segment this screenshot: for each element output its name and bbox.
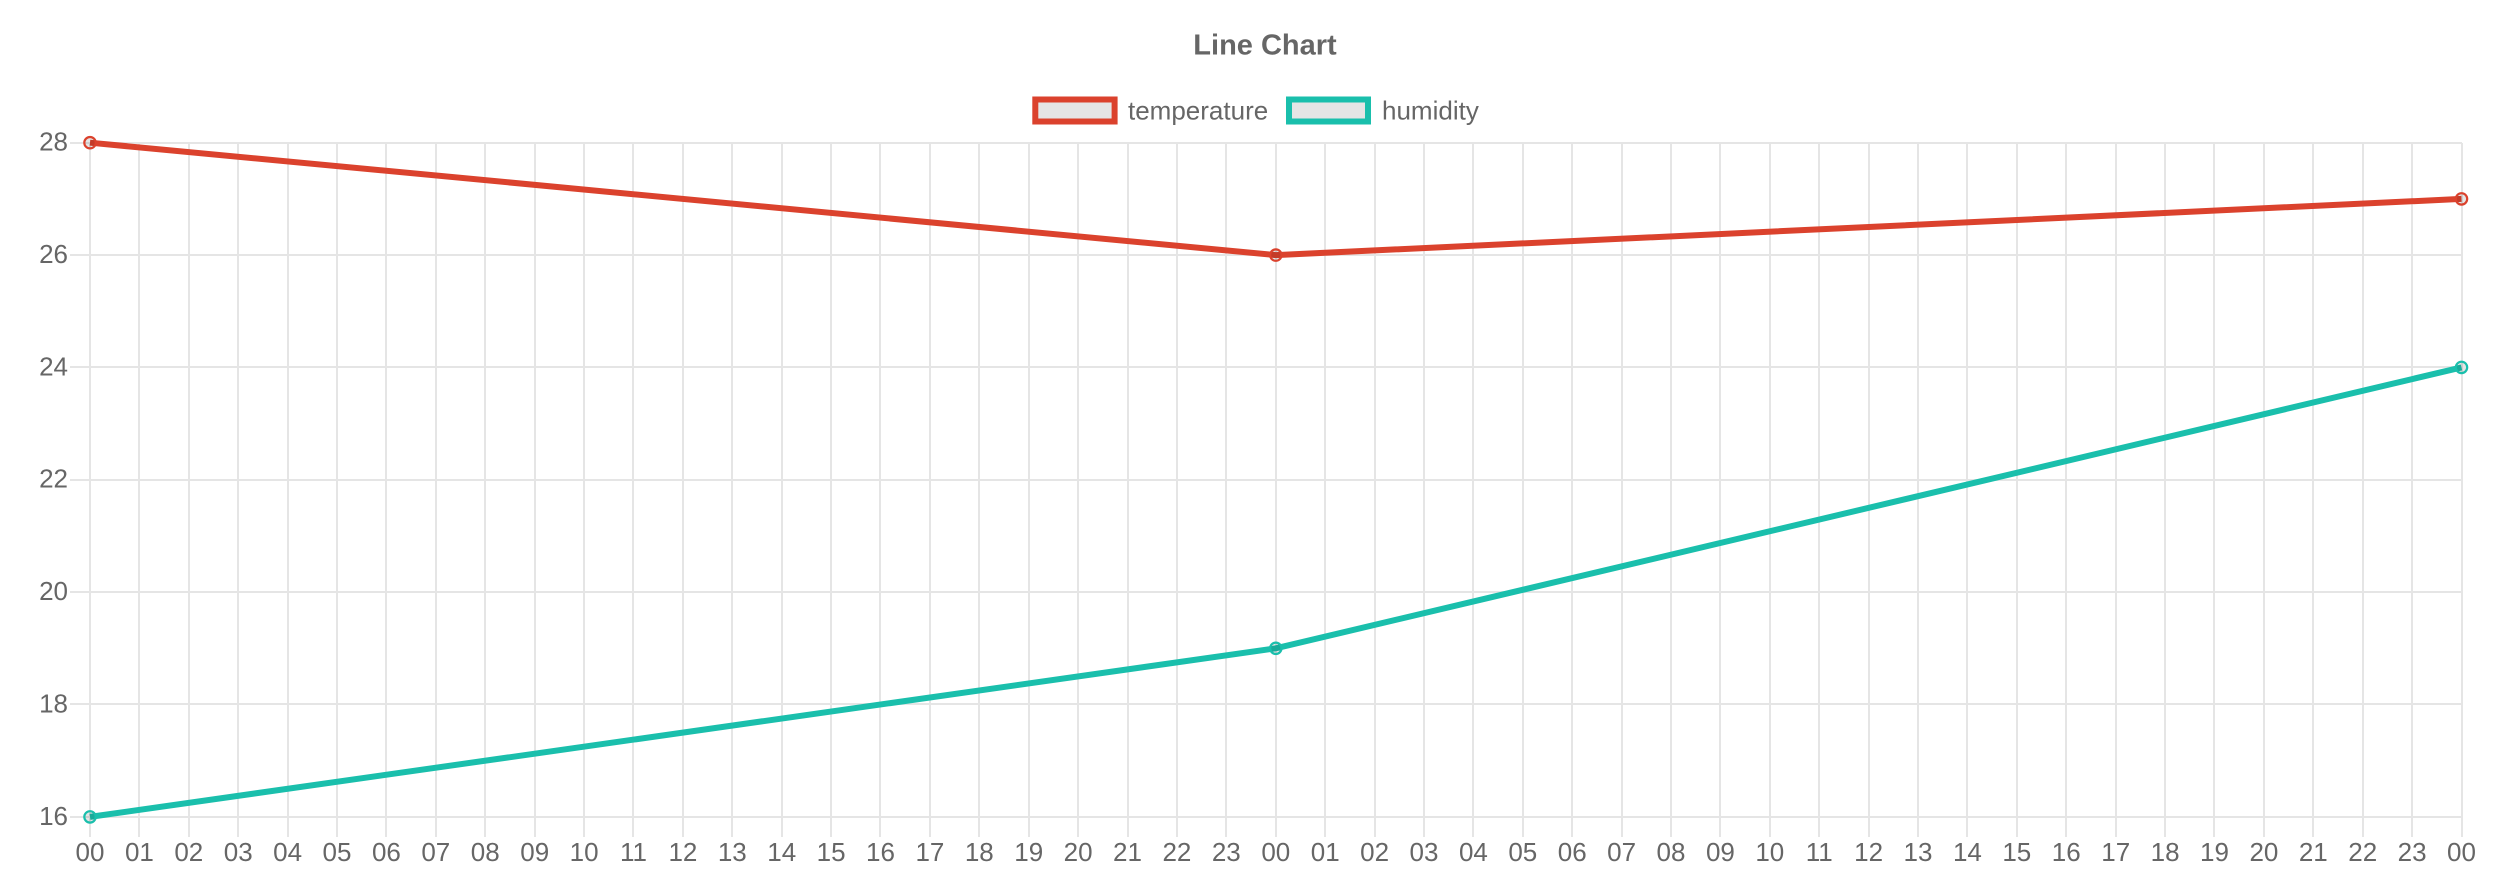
svg-text:16: 16 xyxy=(2052,837,2081,867)
svg-text:08: 08 xyxy=(471,837,500,867)
svg-text:02: 02 xyxy=(174,837,203,867)
svg-text:Line Chart: Line Chart xyxy=(1193,30,1337,62)
svg-text:15: 15 xyxy=(817,837,846,867)
svg-text:08: 08 xyxy=(1657,837,1686,867)
svg-text:23: 23 xyxy=(2398,837,2427,867)
svg-text:28: 28 xyxy=(39,127,68,157)
svg-text:18: 18 xyxy=(39,688,68,718)
svg-text:24: 24 xyxy=(39,351,68,381)
svg-text:07: 07 xyxy=(421,837,450,867)
svg-text:humidity: humidity xyxy=(1382,96,1479,126)
svg-text:22: 22 xyxy=(1162,837,1191,867)
svg-text:19: 19 xyxy=(2200,837,2229,867)
svg-text:04: 04 xyxy=(273,837,302,867)
svg-text:10: 10 xyxy=(1755,837,1784,867)
svg-text:21: 21 xyxy=(2299,837,2328,867)
svg-text:00: 00 xyxy=(2447,837,2476,867)
svg-text:06: 06 xyxy=(372,837,401,867)
svg-text:17: 17 xyxy=(915,837,944,867)
svg-text:05: 05 xyxy=(1508,837,1537,867)
svg-text:18: 18 xyxy=(2151,837,2180,867)
svg-text:20: 20 xyxy=(1064,837,1093,867)
svg-text:22: 22 xyxy=(2348,837,2377,867)
svg-text:01: 01 xyxy=(1311,837,1340,867)
svg-text:01: 01 xyxy=(125,837,154,867)
svg-text:14: 14 xyxy=(767,837,796,867)
svg-text:04: 04 xyxy=(1459,837,1488,867)
svg-text:11: 11 xyxy=(1806,837,1833,867)
svg-text:16: 16 xyxy=(39,801,68,831)
svg-text:02: 02 xyxy=(1360,837,1389,867)
svg-text:22: 22 xyxy=(39,464,68,494)
svg-text:18: 18 xyxy=(965,837,994,867)
svg-text:05: 05 xyxy=(323,837,352,867)
svg-text:03: 03 xyxy=(224,837,253,867)
svg-text:06: 06 xyxy=(1558,837,1587,867)
svg-text:15: 15 xyxy=(2002,837,2031,867)
svg-text:26: 26 xyxy=(39,239,68,269)
svg-text:03: 03 xyxy=(1410,837,1439,867)
svg-text:17: 17 xyxy=(2101,837,2130,867)
svg-text:09: 09 xyxy=(1706,837,1735,867)
svg-text:11: 11 xyxy=(620,837,647,867)
svg-text:20: 20 xyxy=(39,576,68,606)
svg-text:16: 16 xyxy=(866,837,895,867)
svg-text:12: 12 xyxy=(1854,837,1883,867)
svg-text:00: 00 xyxy=(1261,837,1290,867)
svg-text:temperature: temperature xyxy=(1128,96,1268,126)
svg-text:14: 14 xyxy=(1953,837,1982,867)
svg-text:07: 07 xyxy=(1607,837,1636,867)
svg-text:20: 20 xyxy=(2249,837,2278,867)
svg-text:13: 13 xyxy=(1904,837,1933,867)
svg-text:23: 23 xyxy=(1212,837,1241,867)
svg-text:12: 12 xyxy=(668,837,697,867)
svg-text:19: 19 xyxy=(1014,837,1043,867)
svg-text:13: 13 xyxy=(718,837,747,867)
svg-text:09: 09 xyxy=(520,837,549,867)
svg-text:10: 10 xyxy=(570,837,599,867)
svg-text:00: 00 xyxy=(76,837,105,867)
svg-text:21: 21 xyxy=(1113,837,1142,867)
